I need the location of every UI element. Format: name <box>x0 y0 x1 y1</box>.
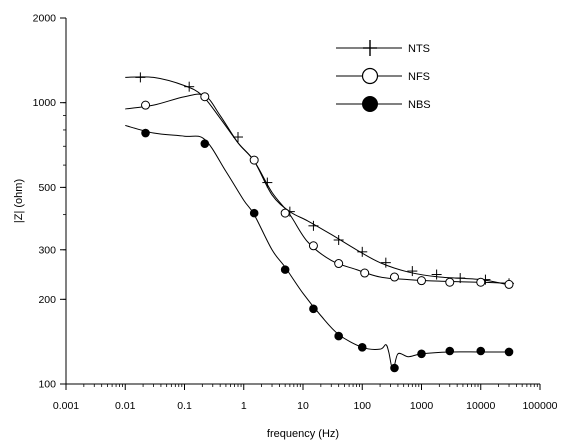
data-point-nts <box>262 177 273 188</box>
x-tick-label: 0.01 <box>115 400 136 412</box>
data-point-nts <box>407 266 418 277</box>
x-axis-label: frequency (Hz) <box>267 428 339 440</box>
data-point-nfs <box>141 100 151 110</box>
data-point-nts <box>308 220 319 231</box>
x-tick-label: 1 <box>241 400 247 412</box>
y-tick-label: 300 <box>38 244 56 256</box>
series-nbs <box>125 124 514 373</box>
data-point-nbs <box>390 363 399 373</box>
legend-item-nfs: NFS <box>336 67 430 85</box>
data-point-nfs <box>308 241 318 251</box>
x-tick-group: 0.001 0.01 0.1 1 10 100 1000 10000 100000 <box>53 384 558 412</box>
x-tick-label: 0.1 <box>177 400 192 412</box>
legend-label-nbs: NBS <box>408 99 431 111</box>
legend-item-nts: NTS <box>336 40 430 56</box>
x-tick-label: 10000 <box>466 400 495 412</box>
data-point-nfs <box>360 268 370 278</box>
x-tick-label: 1000 <box>410 400 434 412</box>
data-point-nfs <box>476 277 486 287</box>
data-point-nts <box>135 72 146 83</box>
data-point-nts <box>431 269 442 280</box>
data-point-nbs <box>141 128 150 138</box>
data-point-nfs <box>445 277 455 287</box>
x-tick-label: 10 <box>297 400 309 412</box>
data-point-nts <box>380 257 391 268</box>
data-point-nfs <box>504 279 514 289</box>
data-point-nbs <box>334 331 343 341</box>
x-tick-label: 0.001 <box>53 400 79 412</box>
data-point-nfs <box>249 155 259 165</box>
legend-filled-circle <box>362 96 378 112</box>
data-point-nbs <box>249 208 259 218</box>
data-point-nfs <box>389 272 399 282</box>
series-nts <box>125 72 515 289</box>
data-point-nbs <box>357 343 367 352</box>
data-point-nbs <box>417 349 426 359</box>
series-line-nts <box>125 76 510 286</box>
legend-open-circle <box>361 67 379 85</box>
y-axis-label: |Z| (ohm) <box>13 179 25 223</box>
data-point-nfs <box>280 208 290 218</box>
data-point-nts <box>357 246 368 257</box>
y-tick-label: 500 <box>38 182 56 194</box>
legend-label-nts: NTS <box>408 43 430 55</box>
data-point-nbs <box>504 347 514 357</box>
data-point-nfs <box>334 259 344 269</box>
data-point-nts <box>333 234 344 245</box>
y-tick-group: 100 200 300 500 1000 2000 <box>33 13 66 391</box>
y-tick-label: 2000 <box>33 13 57 25</box>
axes-frame <box>65 18 540 385</box>
legend: NTS NFS NBS <box>336 40 431 112</box>
data-point-nfs <box>417 276 426 286</box>
y-tick-label: 200 <box>38 294 56 306</box>
data-point-nts <box>233 132 244 143</box>
series-group <box>125 72 515 373</box>
data-point-nts <box>184 81 195 92</box>
legend-label-nfs: NFS <box>408 71 430 83</box>
data-point-nbs <box>309 304 318 314</box>
x-tick-label: 100000 <box>522 400 557 412</box>
x-tick-label: 100 <box>353 400 371 412</box>
legend-item-nbs: NBS <box>336 96 431 112</box>
y-tick-label: 1000 <box>33 97 57 109</box>
data-point-nbs <box>200 139 210 148</box>
series-line-nfs <box>125 93 510 284</box>
y-tick-label: 100 <box>38 379 56 391</box>
series-nfs <box>125 92 514 289</box>
data-point-nbs <box>445 346 455 356</box>
data-point-nbs <box>280 265 290 274</box>
data-point-nfs <box>200 92 210 102</box>
data-point-nbs <box>476 346 486 356</box>
